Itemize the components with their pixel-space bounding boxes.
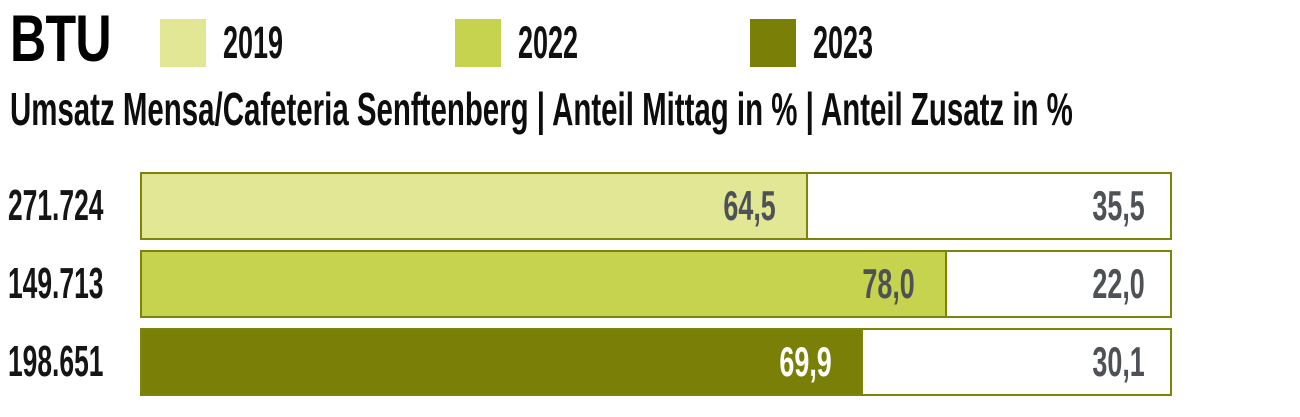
mittag-segment-2019: 64,5 [140,172,806,240]
mittag-value-2023: 69,9 [779,338,832,385]
legend-swatch-2019 [160,19,206,67]
legend-swatch-2022 [455,19,501,67]
umsatz-value-2022: 149.713 [8,259,104,308]
zusatz-value-2022: 22,0 [1092,260,1145,307]
bar-track-2019: 64,5 35,5 [140,172,1172,240]
zusatz-value-2023: 30,1 [1092,338,1145,385]
bar-row-2019: 271.724 64,5 35,5 [0,172,1300,240]
mittag-segment-2022: 78,0 [140,250,945,318]
bar-row-2023: 198.651 69,9 30,1 [0,328,1300,396]
legend-label-2022: 2022 [518,17,579,68]
umsatz-label-2023: 198.651 [0,328,140,396]
umsatz-value-2019: 271.724 [8,181,104,230]
legend-label-2023: 2023 [813,17,874,68]
legend-item-2023: 2023 [750,17,913,68]
zusatz-value-2019: 35,5 [1092,182,1145,229]
stacked-bar-chart: 271.724 64,5 35,5 149.713 78,0 22,0 [0,172,1300,406]
legend-label-2019: 2019 [223,17,284,68]
mittag-segment-2023: 69,9 [140,328,862,396]
umsatz-label-2022: 149.713 [0,250,140,318]
bar-track-2023: 69,9 30,1 [140,328,1172,396]
mittag-value-2022: 78,0 [862,260,915,307]
umsatz-value-2023: 198.651 [8,337,104,386]
zusatz-segment-2023: 30,1 [861,328,1172,396]
zusatz-segment-2019: 35,5 [805,172,1172,240]
chart-title: Umsatz Mensa/Cafeteria Senftenberg | Ant… [10,83,1073,135]
legend-item-2019: 2019 [160,17,323,68]
mittag-value-2019: 64,5 [723,182,776,229]
legend-item-2022: 2022 [455,17,618,68]
legend-swatch-2023 [750,19,796,67]
zusatz-segment-2022: 22,0 [944,250,1172,318]
bar-row-2022: 149.713 78,0 22,0 [0,250,1300,318]
bar-track-2022: 78,0 22,0 [140,250,1172,318]
umsatz-label-2019: 271.724 [0,172,140,240]
btu-logo: BTU [10,1,112,75]
